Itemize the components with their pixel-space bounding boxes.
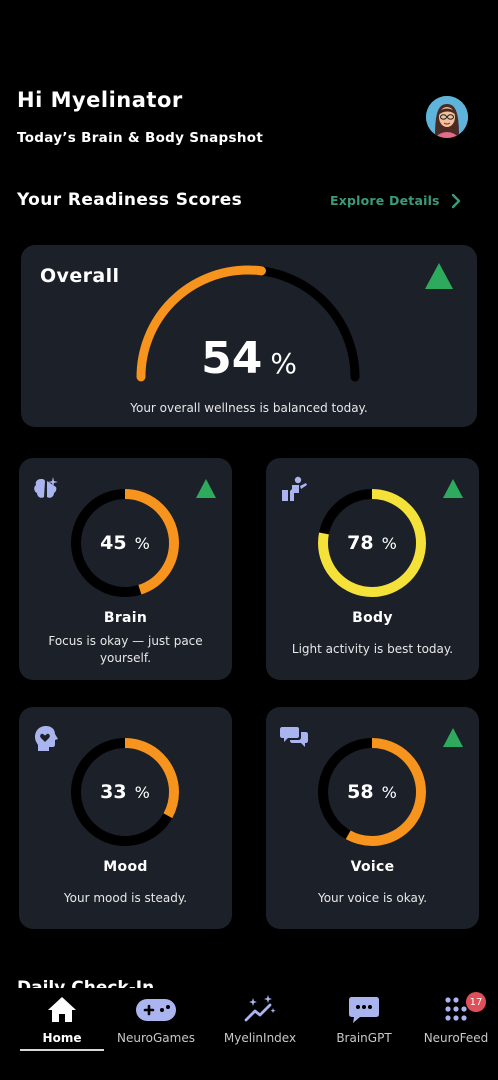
body-description: Light activity is best today. — [291, 642, 454, 656]
brain-score-ring — [71, 489, 179, 597]
voice-score-unit: % — [381, 782, 397, 802]
explore-details-link[interactable]: Explore Details — [330, 193, 440, 208]
nav-neurogames[interactable]: NeuroGames — [106, 988, 206, 1058]
nav-neurofeed-label: NeuroFeed — [423, 1031, 489, 1045]
greeting-title: Hi Myelinator — [17, 88, 183, 112]
trend-up-icon — [443, 728, 463, 747]
body-label: Body — [352, 610, 393, 626]
nav-home[interactable]: Home — [12, 988, 112, 1058]
voice-score-number: 58 — [347, 781, 374, 803]
mood-score-value: 33% — [69, 736, 181, 848]
mood-head-icon — [35, 726, 58, 751]
chevron-right-icon[interactable] — [448, 192, 464, 210]
body-score-unit: % — [381, 533, 397, 553]
neurofeed-notification-badge: 17 — [466, 992, 486, 1012]
brain-score-unit: % — [134, 533, 150, 553]
trend-up-icon — [196, 479, 216, 498]
mood-score-card[interactable]: 33% Mood Your mood is steady. — [19, 707, 232, 929]
overall-gauge — [136, 265, 360, 382]
home-icon — [48, 997, 76, 1022]
mood-label: Mood — [103, 859, 148, 875]
nav-neurogames-label: NeuroGames — [117, 1031, 195, 1045]
overall-description: Your overall wellness is balanced today. — [130, 401, 368, 415]
gamepad-icon — [136, 999, 176, 1021]
overall-label: Overall — [40, 265, 120, 287]
brain-score-number: 45 — [100, 532, 127, 554]
brain-score-value: 45% — [69, 487, 181, 599]
voice-label: Voice — [350, 859, 395, 875]
nav-braingpt-label: BrainGPT — [336, 1031, 392, 1045]
snapshot-subtitle: Today’s Brain & Body Snapshot — [17, 130, 264, 146]
bottom-navigation: Home NeuroGames MyelinIndex BrainGPT — [0, 988, 498, 1080]
overall-score-number: 54 — [201, 333, 263, 384]
overall-score-unit: % — [270, 347, 297, 380]
grid-dots-icon — [445, 997, 467, 1021]
voice-chat-icon — [280, 727, 308, 747]
nav-myelinindex[interactable]: MyelinIndex — [210, 988, 310, 1058]
mood-score-unit: % — [134, 782, 150, 802]
body-activity-icon — [282, 476, 307, 501]
brain-score-card[interactable]: 45% Brain Focus is okay — just pace your… — [19, 458, 232, 680]
voice-description: Your voice is okay. — [317, 891, 428, 905]
mood-description: Your mood is steady. — [63, 891, 188, 905]
voice-score-card[interactable]: 58% Voice Your voice is okay. — [266, 707, 479, 929]
avatar-illustration — [426, 96, 468, 138]
brain-label: Brain — [103, 610, 148, 626]
body-score-card[interactable]: 78% Body Light activity is best today. — [266, 458, 479, 680]
readiness-section-title: Your Readiness Scores — [17, 190, 243, 210]
next-section-title: Daily Check-In — [17, 978, 155, 988]
body-score-ring — [318, 489, 426, 597]
voice-score-ring — [318, 738, 426, 846]
overall-score-value: 54% — [21, 333, 477, 384]
brain-description: Focus is okay — just pace yourself. — [48, 634, 203, 665]
body-score-value: 78% — [316, 487, 428, 599]
nav-neurofeed[interactable]: NeuroFeed — [406, 988, 498, 1058]
body-score-number: 78 — [347, 532, 374, 554]
brain-icon — [34, 477, 58, 498]
avatar[interactable] — [426, 96, 468, 138]
active-tab-indicator — [20, 1049, 104, 1051]
mood-score-number: 33 — [100, 781, 127, 803]
sparkle-chart-icon — [244, 995, 276, 1022]
trend-up-icon — [425, 263, 453, 289]
nav-home-label: Home — [42, 1031, 82, 1045]
mood-score-ring — [71, 738, 179, 846]
nav-braingpt[interactable]: BrainGPT — [314, 988, 414, 1058]
chat-bubble-icon — [349, 997, 379, 1023]
trend-up-icon — [443, 479, 463, 498]
voice-score-value: 58% — [316, 736, 428, 848]
nav-myelinindex-label: MyelinIndex — [223, 1031, 297, 1045]
overall-score-card[interactable]: Overall 54% Your overall wellness is bal… — [21, 245, 477, 427]
